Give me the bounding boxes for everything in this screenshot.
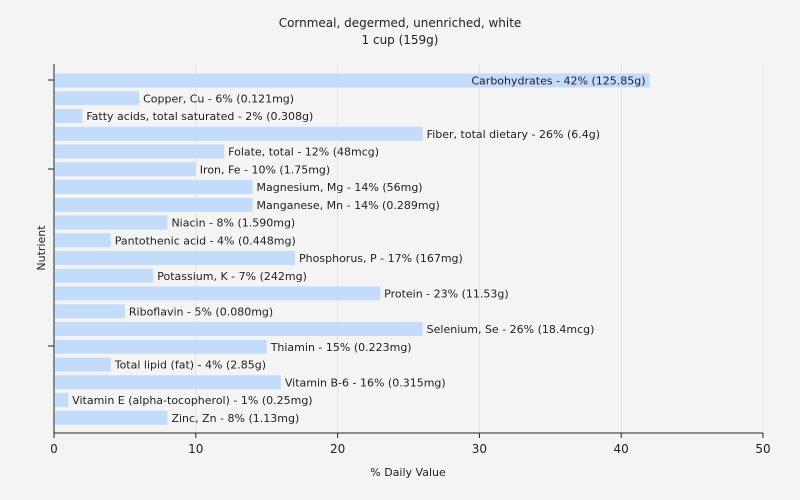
bar-7: [55, 197, 253, 212]
data-label-11: Potassium, K - 7% (242mg): [157, 270, 307, 283]
bar-14: [55, 322, 423, 336]
data-label-16: Total lipid (fat) - 4% (2.85g): [114, 359, 266, 372]
bar-1: [55, 91, 140, 106]
bar-17: [55, 375, 281, 390]
data-label-19: Zinc, Zn - 8% (1.13mg): [171, 412, 299, 425]
data-label-7: Manganese, Mn - 14% (0.289mg): [257, 199, 440, 212]
bar-5: [55, 162, 196, 177]
axes-group: 0 10 20 30 40 50: [48, 64, 771, 456]
x-tick-label-3: 30: [472, 442, 487, 456]
x-tick-label-1: 10: [188, 442, 203, 456]
data-label-9: Pantothenic acid - 4% (0.448mg): [115, 234, 296, 247]
data-label-14: Selenium, Se - 26% (18.4mcg): [427, 323, 595, 336]
x-tick-label-4: 40: [614, 442, 629, 456]
bar-16: [55, 357, 111, 372]
bar-15: [55, 339, 267, 354]
bar-2: [55, 109, 83, 123]
chart-title: Cornmeal, degermed, unenriched, white: [279, 16, 522, 30]
data-label-2: Fatty acids, total saturated - 2% (0.308…: [86, 110, 313, 123]
chart-subtitle: 1 cup (159g): [362, 33, 439, 47]
data-label-12: Protein - 23% (11.53g): [384, 288, 509, 301]
x-tick-label-2: 20: [330, 442, 345, 456]
bars-group: Carbohydrates - 42% (125.85g) Copper, Cu …: [55, 73, 650, 425]
data-label-6: Magnesium, Mg - 14% (56mg): [257, 181, 423, 194]
bar-8: [55, 215, 168, 230]
bar-13: [55, 304, 125, 319]
data-label-17: Vitamin B-6 - 16% (0.315mg): [285, 376, 446, 389]
data-label-5: Iron, Fe - 10% (1.75mg): [200, 163, 330, 176]
data-label-4: Folate, total - 12% (48mcg): [228, 146, 379, 159]
data-label-13: Riboflavin - 5% (0.080mg): [129, 305, 273, 318]
bar-6: [55, 180, 253, 194]
bar-0: [55, 73, 650, 88]
data-label-0: Carbohydrates - 42% (125.85g): [471, 75, 645, 88]
bar-12: [55, 286, 381, 301]
bar-11: [55, 268, 154, 283]
bar-9: [55, 233, 111, 248]
gridlines: [195, 64, 764, 433]
x-tick-label-0: 0: [50, 442, 58, 456]
x-axis-title: % Daily Value: [370, 466, 446, 479]
bar-19: [55, 410, 168, 425]
x-tick-label-5: 50: [755, 442, 770, 456]
data-label-10: Phosphorus, P - 17% (167mg): [299, 252, 463, 265]
data-label-18: Vitamin E (alpha-tocopherol) - 1% (0.25m…: [72, 394, 312, 407]
bar-4: [55, 144, 225, 159]
data-label-3: Fiber, total dietary - 26% (6.4g): [427, 128, 600, 141]
y-axis-title: Nutrient: [35, 225, 48, 271]
data-label-8: Niacin - 8% (1.590mg): [171, 217, 295, 230]
bar-3: [55, 126, 423, 141]
data-label-15: Thiamin - 15% (0.223mg): [270, 341, 412, 354]
data-label-1: Copper, Cu - 6% (0.121mg): [143, 92, 294, 105]
bar-10: [55, 251, 296, 265]
bar-18: [55, 393, 69, 407]
